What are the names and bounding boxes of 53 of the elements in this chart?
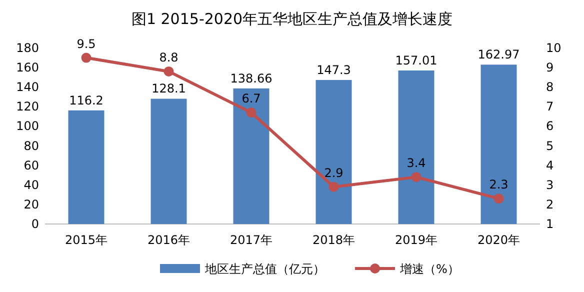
legend-label: 地区生产总值（亿元） [204, 262, 325, 276]
y-tick-label: 80 [24, 138, 39, 153]
data-label: 6.7 [242, 92, 261, 106]
y2-tick-label: 2 [546, 197, 554, 212]
y-tick-label: 120 [16, 100, 39, 114]
bar [398, 70, 434, 224]
y-tick-label: 180 [16, 41, 39, 55]
y-tick-label: 0 [31, 217, 39, 231]
data-label: 157.01 [395, 53, 438, 68]
bar [480, 64, 517, 224]
y-tick-label: 100 [16, 119, 39, 134]
point [164, 66, 174, 76]
point [81, 52, 92, 63]
bar [150, 98, 187, 224]
data-label: 162.97 [478, 48, 520, 62]
point [328, 182, 339, 192]
point [411, 172, 422, 182]
x-tick-label: 2016年 [147, 233, 190, 247]
data-label: 2.3 [489, 178, 508, 192]
y2-tick-label: 9 [546, 60, 554, 75]
data-label: 8.8 [159, 50, 178, 64]
y2-tick-label: 4 [546, 158, 554, 172]
x-tick-label: 2020年 [477, 233, 520, 247]
y-tick-label: 20 [24, 197, 39, 212]
chart-title: 图1 2015-2020年五华地区生产总值及增长速度 [131, 10, 453, 28]
bar [233, 88, 270, 224]
x-tick-label: 2015年 [64, 233, 108, 247]
bar [68, 110, 104, 224]
y2-tick-label: 6 [546, 119, 554, 134]
y2-tick-label: 5 [546, 138, 554, 153]
y2-tick-label: 3 [546, 178, 554, 192]
bar [316, 80, 352, 224]
legend-label: 增速（%） [399, 262, 460, 276]
data-label: 147.3 [316, 62, 351, 77]
x-tick-label: 2019年 [394, 233, 438, 247]
y-tick-label: 140 [16, 80, 39, 94]
y2-tick-label: 10 [546, 41, 562, 55]
y-tick-label: 40 [24, 178, 39, 192]
x-tick-label: 2017年 [230, 233, 273, 247]
x-tick-label: 2018年 [312, 233, 356, 247]
y-tick-label: 160 [16, 60, 39, 75]
data-label: 3.4 [406, 156, 426, 170]
y2-tick-label: 8 [546, 80, 554, 94]
data-label: 128.1 [152, 82, 186, 96]
data-label: 9.5 [76, 36, 96, 51]
point [494, 194, 504, 204]
data-label: 116.2 [69, 93, 104, 108]
data-label: 138.66 [230, 71, 272, 86]
point [246, 108, 256, 118]
y2-tick-label: 7 [546, 100, 554, 114]
data-label: 2.9 [324, 166, 344, 180]
y2-tick-label: 1 [546, 217, 554, 231]
y-tick-label: 60 [24, 158, 39, 172]
